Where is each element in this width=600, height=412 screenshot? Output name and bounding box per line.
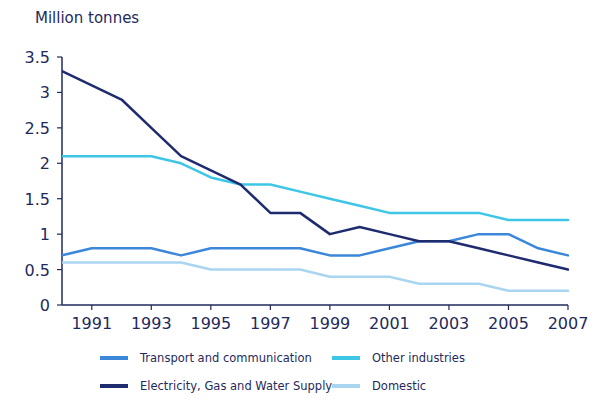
y-tick-label: 0.5 (25, 261, 50, 280)
x-tick (389, 305, 390, 310)
y-tick (57, 304, 62, 305)
x-tick-label: 1993 (131, 314, 172, 333)
y-axis-line (61, 57, 63, 305)
x-tick-label: 2001 (369, 314, 410, 333)
x-tick-label: 2005 (488, 314, 529, 333)
x-tick-label: 2003 (429, 314, 470, 333)
y-tick (57, 198, 62, 199)
y-tick (57, 56, 62, 57)
legend-label: Domestic (372, 379, 426, 393)
x-tick (270, 305, 271, 310)
y-tick (57, 127, 62, 128)
x-tick (508, 305, 509, 310)
y-tick (57, 234, 62, 235)
series-line (62, 262, 568, 290)
y-tick-label: 3 (40, 83, 50, 102)
y-tick-label: 0 (40, 296, 50, 315)
legend-label: Transport and communication (139, 351, 312, 365)
series-line (62, 71, 568, 269)
y-tick-label: 2 (40, 154, 50, 173)
x-tick (210, 305, 211, 310)
y-tick-label: 3.5 (25, 48, 50, 67)
y-tick (57, 92, 62, 93)
chart: Million tonnes 0 0.5 1 1.5 2 2.5 3 3.5 1991 1993 19… (0, 0, 600, 412)
legend-swatch (332, 384, 360, 388)
y-tick-label: 2.5 (25, 119, 50, 138)
plot-lines (62, 71, 568, 291)
x-tick (151, 305, 152, 310)
x-tick (91, 305, 92, 310)
x-tick (567, 305, 568, 310)
legend-swatch (100, 356, 128, 360)
x-tick-label: 1997 (250, 314, 291, 333)
y-axis-title: Million tonnes (35, 9, 139, 27)
y-tick (57, 269, 62, 270)
series-line (62, 156, 568, 220)
x-tick-label: 1995 (190, 314, 231, 333)
y-tick (57, 163, 62, 164)
x-tick (329, 305, 330, 310)
legend-label: Other industries (372, 351, 465, 365)
x-axis-line (62, 304, 568, 306)
x-tick (448, 305, 449, 310)
x-tick-label: 2007 (548, 314, 589, 333)
y-tick-label: 1 (40, 225, 50, 244)
legend: Transport and communication Other industr… (100, 351, 465, 393)
x-tick-label: 1999 (310, 314, 351, 333)
legend-swatch (100, 384, 128, 388)
legend-swatch (332, 356, 360, 360)
y-tick-label: 1.5 (25, 190, 50, 209)
x-tick-label: 1991 (71, 314, 112, 333)
legend-label: Electricity, Gas and Water Supply (140, 379, 332, 393)
